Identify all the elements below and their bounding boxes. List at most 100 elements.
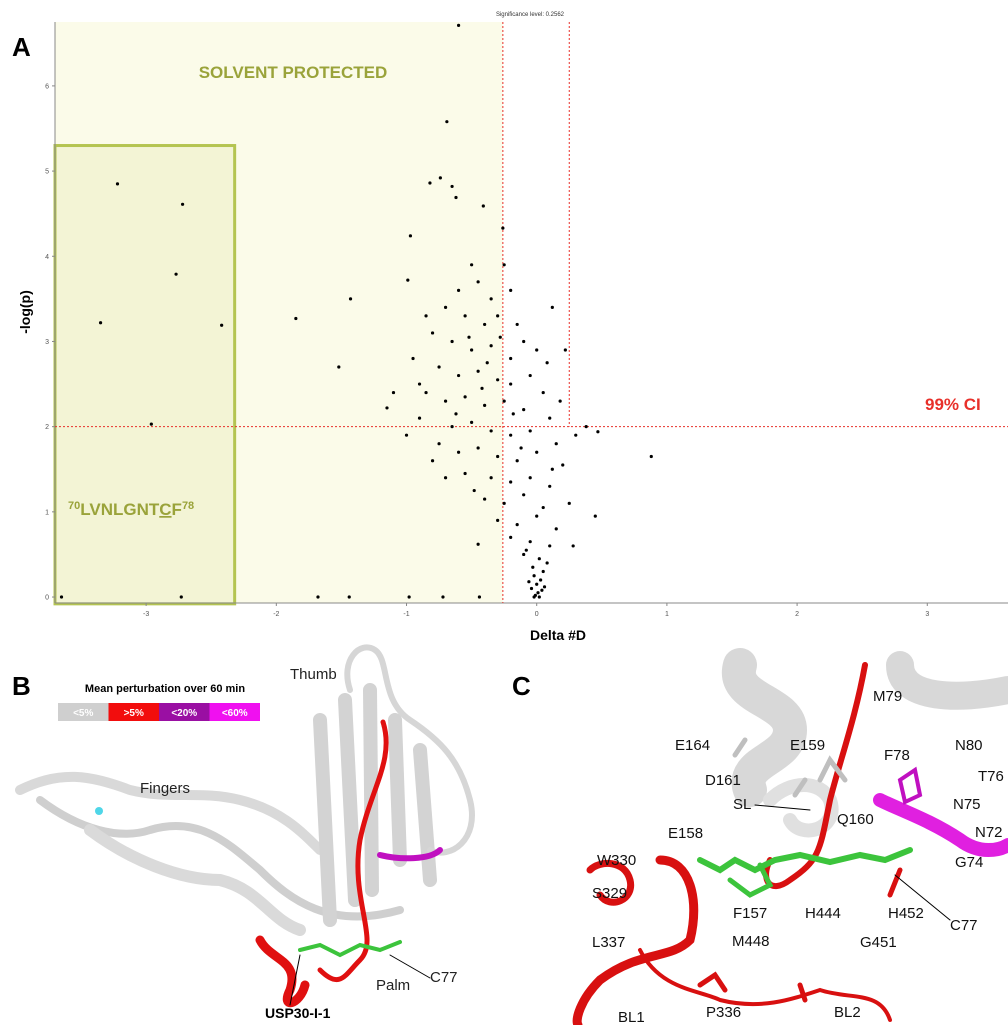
data-point <box>543 585 546 588</box>
data-point <box>477 370 480 373</box>
data-point <box>496 378 499 381</box>
data-point <box>467 336 470 339</box>
data-point <box>483 404 486 407</box>
data-point <box>316 595 319 598</box>
data-point <box>522 340 525 343</box>
x-tick-label: 2 <box>795 611 799 618</box>
data-point <box>444 476 447 479</box>
data-point <box>533 574 536 577</box>
residue-label: W330 <box>597 852 636 869</box>
data-point <box>486 361 489 364</box>
data-point <box>60 595 63 598</box>
data-point <box>477 446 480 449</box>
data-point <box>470 263 473 266</box>
data-point <box>509 434 512 437</box>
data-point <box>533 595 536 598</box>
residue-label: G451 <box>860 934 897 951</box>
data-point <box>548 417 551 420</box>
data-point <box>437 365 440 368</box>
data-point <box>559 399 562 402</box>
data-point <box>572 544 575 547</box>
data-point <box>512 412 515 415</box>
data-point <box>444 306 447 309</box>
data-point <box>483 497 486 500</box>
peptide-part: F <box>172 500 182 519</box>
y-tick-label: 1 <box>45 509 49 516</box>
data-point <box>650 455 653 458</box>
data-point <box>539 578 542 581</box>
page: {"chart_data": {"type": "scatter", "titl… <box>0 0 1008 1025</box>
data-point <box>424 391 427 394</box>
data-point <box>525 549 528 552</box>
residue-label: T76 <box>978 768 1004 785</box>
data-point <box>529 429 532 432</box>
highlight-box <box>55 146 235 604</box>
data-point <box>531 566 534 569</box>
data-point <box>348 595 351 598</box>
panel-label: B <box>12 671 31 701</box>
data-point <box>503 502 506 505</box>
data-point <box>220 324 223 327</box>
residue-label: F157 <box>733 905 767 922</box>
residue-label: E158 <box>668 825 703 842</box>
data-point <box>431 459 434 462</box>
legend: <5%>5%<20%<60% <box>58 703 260 721</box>
data-point <box>174 273 177 276</box>
data-point <box>457 451 460 454</box>
residue-label: L337 <box>592 934 625 951</box>
data-point <box>596 430 599 433</box>
plot-area: -3-2-101230123456SOLVENT PROTECTED99% CI… <box>45 22 1008 618</box>
data-point <box>522 408 525 411</box>
data-point <box>499 336 502 339</box>
data-point <box>385 406 388 409</box>
data-point <box>437 442 440 445</box>
data-point <box>464 314 467 317</box>
data-point <box>490 344 493 347</box>
data-point <box>527 580 530 583</box>
data-point <box>516 523 519 526</box>
data-point <box>546 561 549 564</box>
data-point <box>405 434 408 437</box>
y-tick-label: 5 <box>45 169 49 176</box>
data-point <box>439 176 442 179</box>
data-point <box>542 570 545 573</box>
data-point <box>529 540 532 543</box>
data-point <box>535 515 538 518</box>
legend-label: <20% <box>171 708 197 719</box>
chart-title: Significance level: 0.2562 <box>496 12 565 18</box>
data-point <box>392 391 395 394</box>
data-point <box>538 557 541 560</box>
residue-label: E164 <box>675 737 710 754</box>
helix <box>900 665 1008 696</box>
annotation: 99% CI <box>925 395 981 414</box>
protein-structure-b <box>20 647 472 1005</box>
data-point <box>551 468 554 471</box>
data-point <box>441 595 444 598</box>
structure-label: C77 <box>430 969 458 986</box>
structure-label: Thumb <box>290 666 337 683</box>
data-point <box>542 391 545 394</box>
data-point <box>561 463 564 466</box>
data-point <box>483 323 486 326</box>
y-tick-label: 4 <box>45 254 49 261</box>
structure-label: USP30-I-1 <box>265 1005 331 1021</box>
residue-label: H452 <box>888 905 924 922</box>
data-point <box>409 234 412 237</box>
data-point <box>116 182 119 185</box>
data-point <box>522 553 525 556</box>
data-point <box>516 323 519 326</box>
x-tick-label: -1 <box>403 611 409 618</box>
data-point <box>477 280 480 283</box>
structure-label: Palm <box>376 977 410 994</box>
pointer <box>755 805 810 810</box>
data-point <box>454 412 457 415</box>
data-point <box>490 429 493 432</box>
data-point <box>454 196 457 199</box>
data-point <box>444 399 447 402</box>
data-point <box>546 361 549 364</box>
residue-label: C77 <box>950 917 978 934</box>
data-point <box>535 451 538 454</box>
figure: A Significance level: 0.2562 -log(p) Del… <box>0 0 1008 1025</box>
data-point <box>150 422 153 425</box>
residue-label: M448 <box>732 933 770 950</box>
